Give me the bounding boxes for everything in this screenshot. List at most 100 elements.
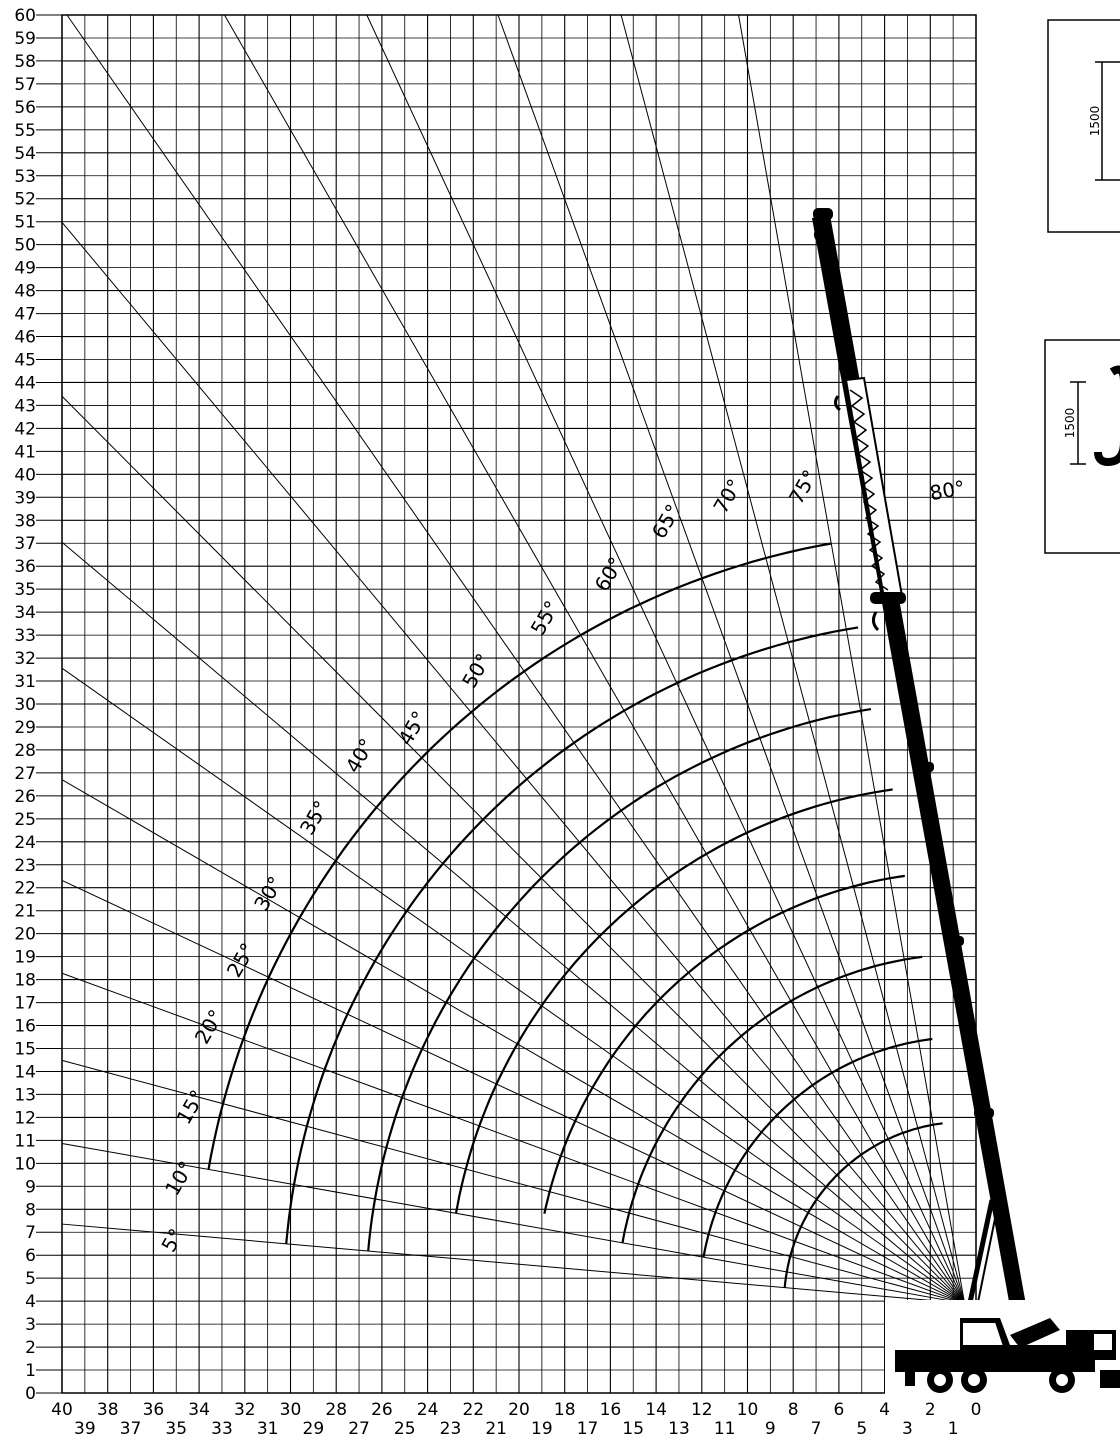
- x-tick-label: 2: [925, 1400, 936, 1420]
- angle-label: 75°: [784, 466, 823, 509]
- x-tick-label: 10: [737, 1400, 759, 1420]
- x-tick-label: 7: [811, 1419, 822, 1439]
- y-tick-label: 35: [14, 580, 36, 600]
- y-tick-label: 49: [14, 259, 36, 279]
- y-tick-label: 18: [14, 971, 36, 991]
- y-tick-label: 9: [25, 1177, 36, 1197]
- x-tick-label: 21: [485, 1419, 507, 1439]
- y-tick-label: 48: [14, 282, 36, 302]
- y-axis-ticks: 0123456789101112131415161718192021222324…: [14, 6, 62, 1404]
- x-tick-label: 11: [714, 1419, 736, 1439]
- y-tick-label: 3: [25, 1315, 36, 1335]
- angle-line: [61, 779, 965, 1304]
- y-tick-label: 32: [14, 649, 36, 669]
- angle-label: 35°: [295, 796, 334, 839]
- angle-label: 25°: [222, 939, 261, 982]
- y-tick-label: 7: [25, 1223, 36, 1243]
- x-tick-label: 5: [856, 1419, 867, 1439]
- boom-arc: [454, 788, 893, 1214]
- angle-label: 65°: [647, 500, 686, 543]
- y-tick-label: 34: [14, 603, 36, 623]
- angle-label: 15°: [171, 1086, 210, 1129]
- x-tick-label: 4: [879, 1400, 890, 1420]
- inset-1-dimension: 1500: [1088, 106, 1102, 137]
- x-tick-label: 8: [788, 1400, 799, 1420]
- y-tick-label: 59: [14, 29, 36, 49]
- y-tick-label: 46: [14, 328, 36, 348]
- x-tick-label: 29: [303, 1419, 325, 1439]
- boom-arc: [702, 1037, 933, 1258]
- y-tick-label: 47: [14, 305, 36, 325]
- y-tick-label: 36: [14, 557, 36, 577]
- y-tick-label: 50: [14, 236, 36, 256]
- y-tick-label: 14: [14, 1062, 36, 1082]
- y-tick-label: 51: [14, 213, 36, 233]
- angle-line: [61, 1059, 965, 1304]
- y-tick-label: 15: [14, 1040, 36, 1060]
- angle-line: [366, 14, 966, 1304]
- y-tick-label: 55: [14, 121, 36, 141]
- y-tick-label: 37: [14, 534, 36, 554]
- y-tick-label: 60: [14, 6, 36, 26]
- y-tick-label: 40: [14, 465, 36, 485]
- angle-label: 70°: [708, 475, 747, 518]
- x-tick-label: 6: [833, 1400, 844, 1420]
- y-tick-label: 16: [14, 1017, 36, 1037]
- x-tick-label: 40: [51, 1400, 73, 1420]
- angle-line: [61, 1223, 965, 1304]
- y-tick-label: 29: [14, 718, 36, 738]
- angle-label: 5°: [156, 1224, 188, 1256]
- x-tick-label: 22: [462, 1400, 484, 1420]
- y-tick-label: 13: [14, 1085, 36, 1105]
- x-tick-label: 38: [97, 1400, 119, 1420]
- y-tick-label: 19: [14, 948, 36, 968]
- angle-label: 20°: [190, 1005, 229, 1048]
- inset-2-dimension: 1500: [1063, 408, 1077, 439]
- x-tick-label: 12: [691, 1400, 713, 1420]
- y-tick-label: 42: [14, 419, 36, 439]
- y-tick-label: 11: [14, 1131, 36, 1151]
- y-tick-label: 23: [14, 856, 36, 876]
- y-tick-label: 6: [25, 1246, 36, 1266]
- x-tick-label: 13: [668, 1419, 690, 1439]
- x-tick-label: 28: [325, 1400, 347, 1420]
- x-tick-label: 36: [143, 1400, 165, 1420]
- x-tick-label: 26: [371, 1400, 393, 1420]
- angle-line: [224, 14, 966, 1304]
- x-tick-label: 27: [348, 1419, 370, 1439]
- angle-line: [620, 14, 966, 1304]
- y-tick-label: 20: [14, 925, 36, 945]
- x-tick-label: 23: [440, 1419, 462, 1439]
- angle-label: 50°: [457, 649, 496, 692]
- angle-line: [61, 879, 965, 1304]
- y-tick-label: 8: [25, 1200, 36, 1220]
- boom-arc: [783, 1122, 943, 1288]
- y-tick-label: 1: [25, 1361, 36, 1381]
- y-tick-label: 10: [14, 1154, 36, 1174]
- angle-line: [61, 221, 965, 1304]
- x-tick-label: 33: [211, 1419, 233, 1439]
- boom-arc: [367, 708, 872, 1252]
- angle-line: [738, 14, 966, 1304]
- y-tick-label: 26: [14, 787, 36, 807]
- x-tick-label: 1: [948, 1419, 959, 1439]
- angle-line: [61, 667, 965, 1304]
- x-tick-label: 35: [165, 1419, 187, 1439]
- y-tick-label: 43: [14, 396, 36, 416]
- y-tick-label: 45: [14, 351, 36, 371]
- angle-label: 30°: [249, 872, 288, 915]
- y-tick-label: 54: [14, 144, 36, 164]
- angle-line: [61, 541, 965, 1304]
- y-tick-label: 22: [14, 879, 36, 899]
- y-tick-label: 33: [14, 626, 36, 646]
- y-tick-label: 39: [14, 488, 36, 508]
- angle-labels: 5°10°15°20°25°30°35°40°45°50°55°60°65°70…: [156, 466, 967, 1257]
- boom-arc: [543, 874, 905, 1214]
- y-tick-label: 41: [14, 442, 36, 462]
- y-tick-label: 53: [14, 167, 36, 187]
- x-tick-label: 30: [280, 1400, 302, 1420]
- x-tick-label: 25: [394, 1419, 416, 1439]
- x-tick-label: 18: [554, 1400, 576, 1420]
- boom-angle-lines: [61, 14, 966, 1304]
